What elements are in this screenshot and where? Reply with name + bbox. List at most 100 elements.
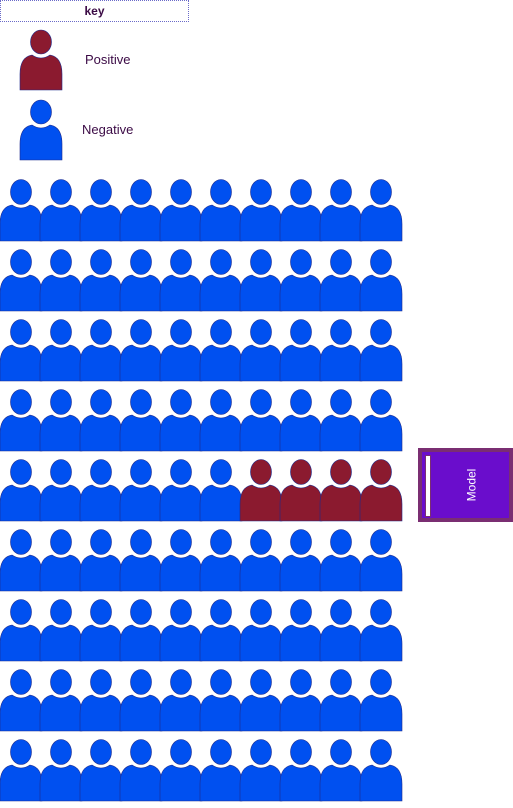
person-icon <box>0 529 43 592</box>
person-negative <box>279 178 323 242</box>
person-head <box>210 249 232 275</box>
person-negative <box>79 528 123 592</box>
person-head <box>90 529 112 555</box>
person-head <box>370 599 392 625</box>
person-body <box>159 624 203 662</box>
person-negative <box>79 388 123 452</box>
person-head <box>90 179 112 205</box>
person-icon <box>279 179 323 242</box>
person-icon <box>159 179 203 242</box>
person-negative <box>199 598 243 662</box>
person-negative <box>0 668 43 732</box>
person-body <box>39 484 83 522</box>
person-negative <box>279 528 323 592</box>
person-head <box>50 389 72 415</box>
person-icon <box>199 739 243 802</box>
person-body <box>79 624 123 662</box>
person-icon <box>79 459 123 522</box>
person-icon <box>0 319 43 382</box>
grid-row <box>0 248 403 318</box>
person-body <box>39 694 83 732</box>
person-body <box>359 764 403 802</box>
person-head <box>90 599 112 625</box>
person-icon <box>39 669 83 732</box>
person-body <box>199 204 243 242</box>
person-body <box>0 484 43 522</box>
person-icon <box>279 389 323 452</box>
person-body <box>119 764 163 802</box>
person-negative <box>279 598 323 662</box>
person-icon <box>0 249 43 312</box>
person-head <box>290 739 312 765</box>
person-icon <box>199 179 243 242</box>
person-negative <box>39 668 83 732</box>
person-negative <box>239 738 283 802</box>
person-icon <box>79 669 123 732</box>
person-negative <box>319 738 363 802</box>
person-head <box>250 249 272 275</box>
person-icon <box>39 319 83 382</box>
person-head <box>210 739 232 765</box>
person-icon <box>199 459 243 522</box>
person-head <box>130 249 152 275</box>
person-body <box>279 414 323 452</box>
person-head <box>330 459 352 485</box>
person-head <box>250 739 272 765</box>
person-icon <box>359 389 403 452</box>
person-head <box>10 389 32 415</box>
person-negative <box>159 738 203 802</box>
person-negative <box>359 248 403 312</box>
person-head <box>170 389 192 415</box>
person-head <box>50 669 72 695</box>
person-icon <box>319 529 363 592</box>
person-body <box>119 694 163 732</box>
person-negative <box>39 738 83 802</box>
person-icon <box>239 249 283 312</box>
person-head <box>370 249 392 275</box>
person-body <box>79 694 123 732</box>
person-negative <box>199 388 243 452</box>
person-body <box>119 414 163 452</box>
person-body <box>359 624 403 662</box>
person-negative <box>319 388 363 452</box>
model-label: Model <box>464 468 479 502</box>
model-box[interactable]: Model <box>418 448 513 522</box>
person-head <box>130 389 152 415</box>
person-head <box>130 179 152 205</box>
person-negative <box>119 668 163 732</box>
person-icon <box>279 459 323 522</box>
person-body <box>239 484 283 522</box>
person-body <box>199 274 243 312</box>
person-positive <box>359 458 403 522</box>
person-body <box>119 204 163 242</box>
person-body <box>239 624 283 662</box>
person-head <box>290 249 312 275</box>
model-body: Model <box>434 452 509 518</box>
person-icon <box>319 669 363 732</box>
person-head <box>50 529 72 555</box>
person-icon <box>319 459 363 522</box>
person-head <box>90 389 112 415</box>
person-body <box>159 484 203 522</box>
person-icon <box>279 739 323 802</box>
person-positive <box>279 458 323 522</box>
person-head <box>50 739 72 765</box>
grid-row <box>0 388 403 458</box>
person-negative <box>279 388 323 452</box>
person-icon <box>119 739 163 802</box>
person-head <box>170 739 192 765</box>
person-head <box>370 459 392 485</box>
person-head <box>250 599 272 625</box>
person-icon <box>0 669 43 732</box>
grid-row <box>0 318 403 388</box>
grid-row <box>0 668 403 738</box>
person-icon <box>79 739 123 802</box>
person-head <box>290 529 312 555</box>
legend-positive <box>19 29 63 91</box>
person-icon <box>239 739 283 802</box>
person-body <box>79 414 123 452</box>
person-icon <box>279 599 323 662</box>
person-head <box>10 529 32 555</box>
grid-row <box>0 598 403 668</box>
person-icon <box>199 389 243 452</box>
